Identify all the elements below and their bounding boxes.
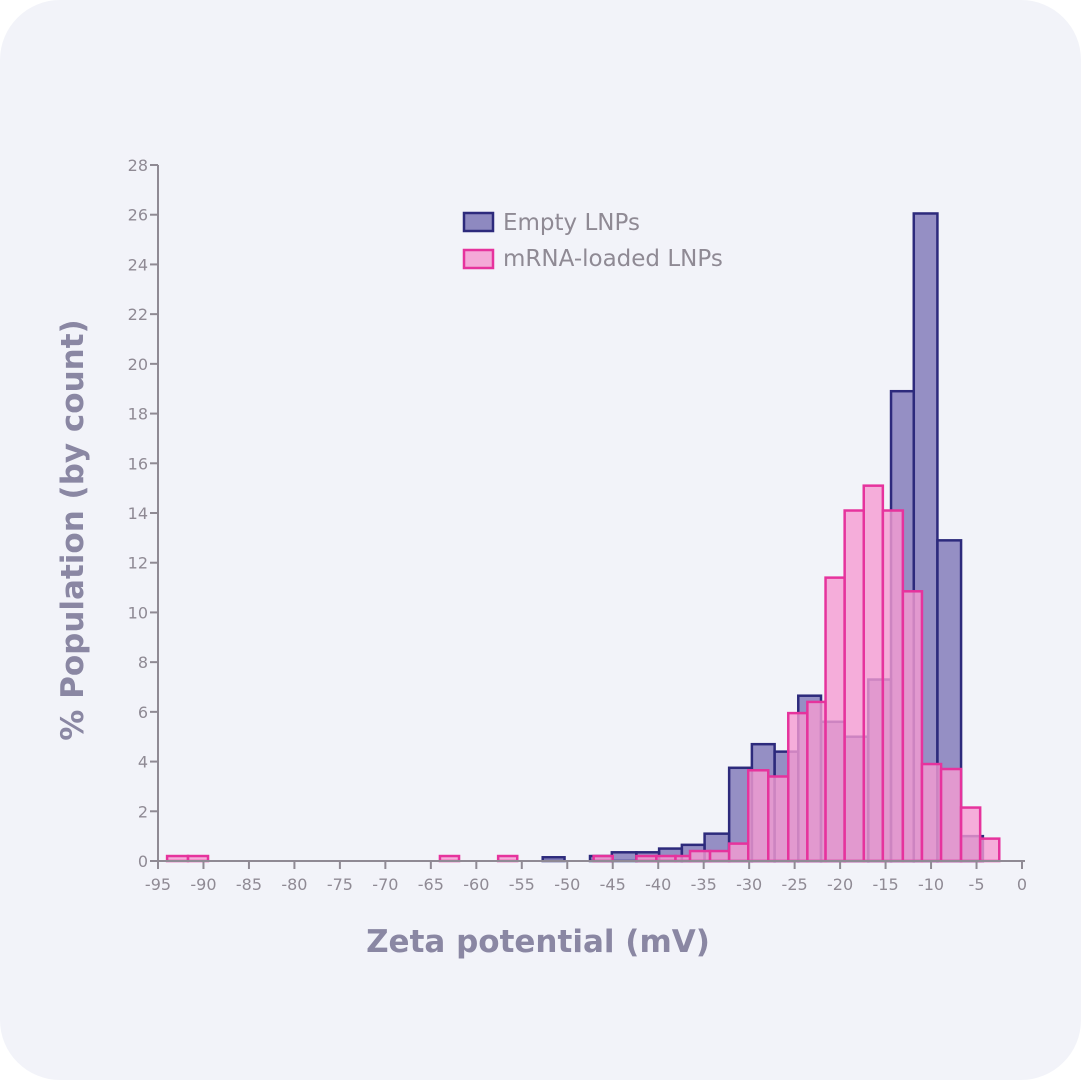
x-tick-label: -15 — [873, 875, 899, 894]
legend-label-mrna-loaded-lnps: mRNA-loaded LNPs — [503, 246, 723, 272]
y-tick-label: 16 — [128, 454, 148, 473]
x-tick-label: -50 — [554, 875, 580, 894]
bar-mrna-loaded-lnps — [901, 590, 924, 863]
y-tick-label: 10 — [128, 603, 148, 622]
bar-mrna-loaded-lnps — [862, 484, 885, 863]
x-tick-label: -45 — [600, 875, 626, 894]
bar-mrna-loaded-lnps — [881, 509, 905, 863]
y-tick-label: 14 — [128, 504, 148, 523]
y-tick-label: 24 — [128, 255, 148, 274]
y-tick-label: 8 — [138, 653, 148, 672]
y-axis-title: % Population (by count) — [55, 319, 91, 740]
bar-mrna-loaded-lnps — [959, 806, 982, 863]
x-axis-title: Zeta potential (mV) — [366, 924, 710, 960]
bar-empty-lnps — [610, 851, 638, 863]
x-tick-label: -35 — [691, 875, 717, 894]
bar-mrna-loaded-lnps — [767, 775, 790, 863]
x-tick-label: -20 — [827, 875, 853, 894]
x-tick-label: -70 — [372, 875, 398, 894]
x-tick-label: -55 — [509, 875, 535, 894]
bar-mrna-loaded-lnps — [824, 576, 846, 863]
bar-mrna-loaded-lnps — [746, 769, 770, 863]
y-tick-label: 26 — [128, 206, 148, 225]
bar-mrna-loaded-lnps — [727, 842, 750, 863]
bar-mrna-loaded-lnps — [787, 711, 809, 863]
bar-mrna-loaded-lnps — [939, 767, 963, 863]
x-tick-label: -65 — [418, 875, 444, 894]
legend: Empty LNPs mRNA-loaded LNPs — [462, 210, 723, 272]
x-tick-label: 0 — [1017, 875, 1027, 894]
x-tick-label: -90 — [190, 875, 216, 894]
y-tick-label: 0 — [138, 852, 148, 871]
y-tick-label: 12 — [128, 554, 148, 573]
x-tick-label: -85 — [236, 875, 262, 894]
legend-swatch-empty-lnps — [462, 211, 495, 233]
y-tick-label: 20 — [128, 355, 148, 374]
x-tick-label: -40 — [645, 875, 671, 894]
y-tick-label: 2 — [138, 802, 148, 821]
x-tick-label: -75 — [327, 875, 353, 894]
bar-mrna-loaded-lnps — [843, 509, 866, 863]
bars-layer — [165, 212, 1001, 863]
bar-mrna-loaded-lnps — [978, 837, 1001, 863]
x-tick-label: -80 — [281, 875, 307, 894]
y-tick-label: 28 — [128, 156, 148, 175]
y-tick-label: 18 — [128, 405, 148, 424]
bar-mrna-loaded-lnps — [920, 762, 943, 863]
x-tick-label: -5 — [969, 875, 985, 894]
x-tick-label: -10 — [918, 875, 944, 894]
bar-mrna-loaded-lnps — [688, 849, 712, 863]
y-tick-label: 22 — [128, 305, 148, 324]
legend-swatch-mrna-loaded-lnps — [462, 248, 495, 270]
y-tick-label: 6 — [138, 703, 148, 722]
y-tick-label: 4 — [138, 753, 148, 772]
x-tick-label: -30 — [736, 875, 762, 894]
x-tick-label: -60 — [463, 875, 489, 894]
x-tick-label: -95 — [145, 875, 171, 894]
legend-label-empty-lnps: Empty LNPs — [503, 210, 640, 236]
bar-mrna-loaded-lnps — [806, 700, 827, 863]
x-tick-label: -25 — [782, 875, 808, 894]
bar-mrna-loaded-lnps — [708, 849, 731, 863]
